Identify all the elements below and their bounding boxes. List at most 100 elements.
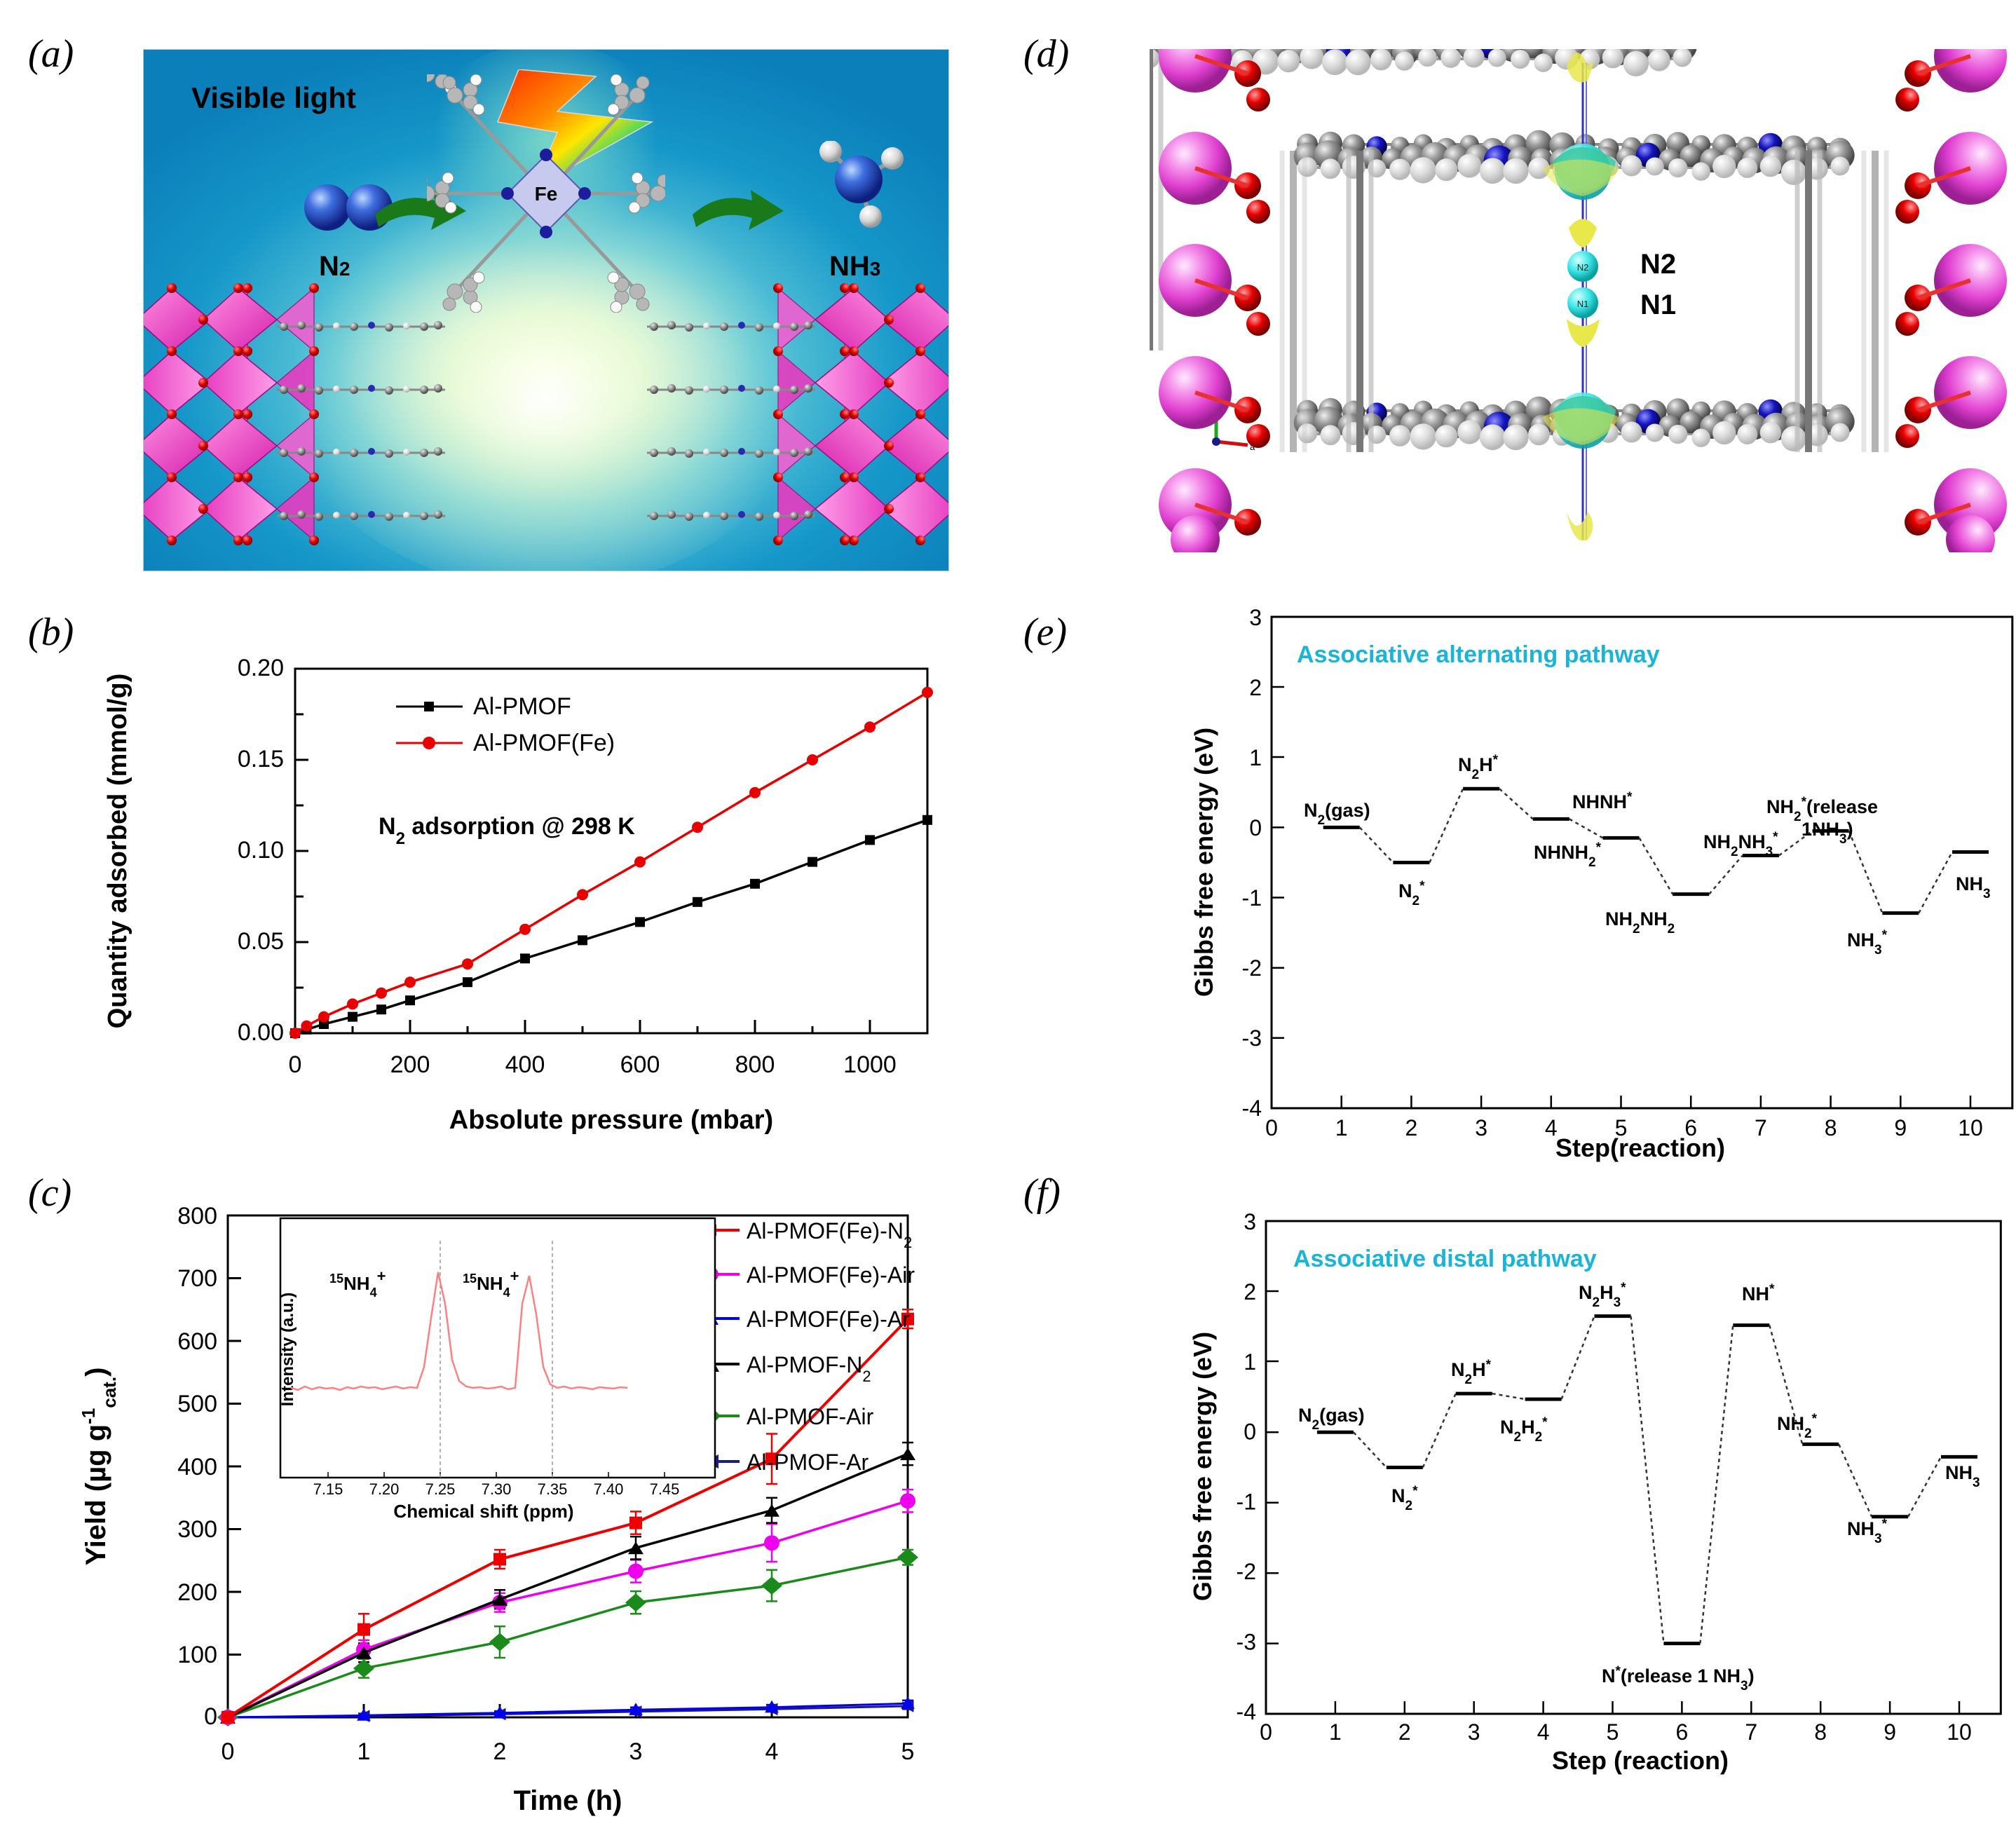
- svg-text:Al-PMOF(Fe): Al-PMOF(Fe): [473, 730, 615, 756]
- svg-text:-3: -3: [1242, 1025, 1262, 1051]
- svg-text:N2*: N2*: [1391, 1484, 1418, 1513]
- svg-text:8: 8: [1825, 1115, 1837, 1140]
- svg-text:0.05: 0.05: [238, 928, 284, 955]
- svg-text:N1: N1: [1577, 299, 1589, 309]
- svg-text:N*(release 1 NH3): N*(release 1 NH3): [1602, 1664, 1755, 1694]
- svg-text:9: 9: [1894, 1115, 1907, 1140]
- svg-text:2: 2: [1398, 1719, 1411, 1745]
- svg-text:0: 0: [1244, 1419, 1256, 1444]
- svg-text:N2H*: N2H*: [1451, 1358, 1492, 1387]
- svg-text:4: 4: [765, 1738, 779, 1765]
- svg-text:10: 10: [1958, 1115, 1983, 1140]
- svg-text:300: 300: [177, 1516, 217, 1543]
- svg-text:2: 2: [1249, 675, 1262, 700]
- svg-text:Step (reaction): Step (reaction): [1552, 1746, 1729, 1775]
- svg-text:N2(gas): N2(gas): [1304, 800, 1370, 828]
- svg-text:N2: N2: [1640, 249, 1676, 280]
- svg-text:1NH3): 1NH3): [1802, 819, 1853, 847]
- svg-text:7.45: 7.45: [650, 1480, 680, 1498]
- svg-text:Al-PMOF(Fe)-Air: Al-PMOF(Fe)-Air: [747, 1262, 915, 1288]
- svg-text:-4: -4: [1242, 1096, 1262, 1121]
- svg-text:3: 3: [1244, 1209, 1256, 1234]
- svg-text:NH3*: NH3*: [1847, 1517, 1888, 1546]
- svg-text:800: 800: [735, 1051, 775, 1078]
- svg-text:200: 200: [390, 1051, 430, 1078]
- svg-text:Al-PMOF-Ar: Al-PMOF-Ar: [747, 1450, 869, 1475]
- svg-text:7.20: 7.20: [369, 1480, 400, 1498]
- svg-text:10: 10: [1947, 1719, 1972, 1745]
- svg-text:0.20: 0.20: [238, 655, 284, 681]
- svg-text:2: 2: [1244, 1279, 1256, 1304]
- svg-text:8: 8: [1814, 1719, 1827, 1745]
- svg-text:NH2*: NH2*: [1777, 1412, 1818, 1441]
- svg-text:Absolute pressure (mbar): Absolute pressure (mbar): [449, 1105, 773, 1135]
- svg-text:Time (h): Time (h): [514, 1785, 622, 1816]
- svg-text:3: 3: [1475, 1115, 1487, 1140]
- svg-text:4: 4: [1537, 1719, 1550, 1745]
- svg-text:500: 500: [177, 1391, 217, 1417]
- svg-text:Gibbs free energy (eV): Gibbs free energy (eV): [1190, 728, 1218, 997]
- svg-text:-1: -1: [1237, 1490, 1256, 1515]
- svg-text:1: 1: [1329, 1719, 1342, 1745]
- svg-text:-2: -2: [1242, 955, 1262, 981]
- svg-text:5: 5: [1607, 1719, 1619, 1745]
- svg-text:Al-PMOF-Air: Al-PMOF-Air: [747, 1404, 874, 1429]
- svg-text:-3: -3: [1237, 1630, 1256, 1655]
- svg-text:-4: -4: [1237, 1699, 1256, 1724]
- svg-text:N2*: N2*: [1398, 879, 1425, 908]
- svg-text:7: 7: [1745, 1719, 1757, 1745]
- svg-text:1000: 1000: [843, 1051, 897, 1078]
- svg-text:N2: N2: [1577, 262, 1589, 273]
- svg-text:0.10: 0.10: [238, 837, 284, 864]
- svg-text:5: 5: [901, 1738, 915, 1765]
- svg-text:Associative alternating pathwa: Associative alternating pathway: [1297, 641, 1660, 668]
- svg-text:400: 400: [177, 1454, 217, 1480]
- svg-text:Chemical shift (ppm): Chemical shift (ppm): [393, 1501, 573, 1522]
- svg-text:Al-PMOF(Fe)-N2: Al-PMOF(Fe)-N2: [747, 1218, 912, 1251]
- svg-text:NH*: NH*: [1742, 1282, 1775, 1305]
- svg-text:0: 0: [1249, 815, 1262, 840]
- svg-text:1: 1: [357, 1738, 371, 1765]
- svg-text:Al-PMOF(Fe)-Ar: Al-PMOF(Fe)-Ar: [747, 1307, 910, 1332]
- svg-text:N2(gas): N2(gas): [1298, 1405, 1365, 1433]
- svg-text:0: 0: [1265, 1115, 1278, 1140]
- svg-text:1: 1: [1249, 745, 1262, 770]
- svg-text:NH3*: NH3*: [1847, 928, 1888, 958]
- svg-text:7.25: 7.25: [425, 1480, 456, 1498]
- svg-text:NHNH2*: NHNH2*: [1534, 840, 1602, 870]
- svg-text:7.15: 7.15: [313, 1480, 343, 1498]
- svg-text:N2H2*: N2H2*: [1500, 1415, 1548, 1445]
- svg-text:Step(reaction): Step(reaction): [1555, 1133, 1725, 1162]
- svg-text:NH3: NH3: [1956, 873, 1991, 901]
- svg-text:N2 adsorption @ 298 K: N2 adsorption @ 298 K: [379, 813, 635, 848]
- svg-text:Quantity adsorbed (mmol/g): Quantity adsorbed (mmol/g): [103, 674, 132, 1029]
- svg-text:600: 600: [620, 1051, 660, 1078]
- svg-text:NH3: NH3: [1945, 1462, 1980, 1490]
- svg-text:9: 9: [1884, 1719, 1896, 1745]
- svg-text:NHNH*: NHNH*: [1572, 790, 1633, 813]
- svg-text:0: 0: [222, 1738, 235, 1765]
- svg-text:N2H3*: N2H3*: [1579, 1281, 1626, 1310]
- svg-text:0: 0: [204, 1703, 217, 1730]
- svg-text:100: 100: [177, 1642, 217, 1668]
- svg-text:700: 700: [177, 1265, 217, 1292]
- svg-text:1: 1: [1335, 1115, 1348, 1140]
- svg-text:0.00: 0.00: [238, 1019, 284, 1046]
- svg-text:Fe: Fe: [535, 183, 558, 205]
- svg-text:Gibbs free energy (eV): Gibbs free energy (eV): [1188, 1332, 1217, 1601]
- svg-text:2: 2: [493, 1738, 507, 1765]
- svg-text:3: 3: [629, 1738, 643, 1765]
- svg-text:-2: -2: [1237, 1559, 1256, 1584]
- svg-text:0: 0: [289, 1051, 302, 1078]
- svg-text:Associative distal pathway: Associative distal pathway: [1293, 1246, 1597, 1272]
- svg-text:200: 200: [177, 1579, 217, 1606]
- svg-text:7: 7: [1755, 1115, 1767, 1140]
- svg-text:NH2NH3*: NH2NH3*: [1703, 830, 1778, 859]
- svg-text:N2H*: N2H*: [1458, 753, 1499, 782]
- svg-text:Al-PMOF: Al-PMOF: [473, 693, 571, 720]
- svg-text:Yield (µg g-1cat.): Yield (µg g-1cat.): [78, 1368, 120, 1566]
- svg-text:6: 6: [1676, 1719, 1689, 1745]
- svg-text:3: 3: [1249, 605, 1262, 630]
- svg-text:7.40: 7.40: [594, 1480, 624, 1498]
- svg-text:NH2NH2: NH2NH2: [1605, 908, 1675, 936]
